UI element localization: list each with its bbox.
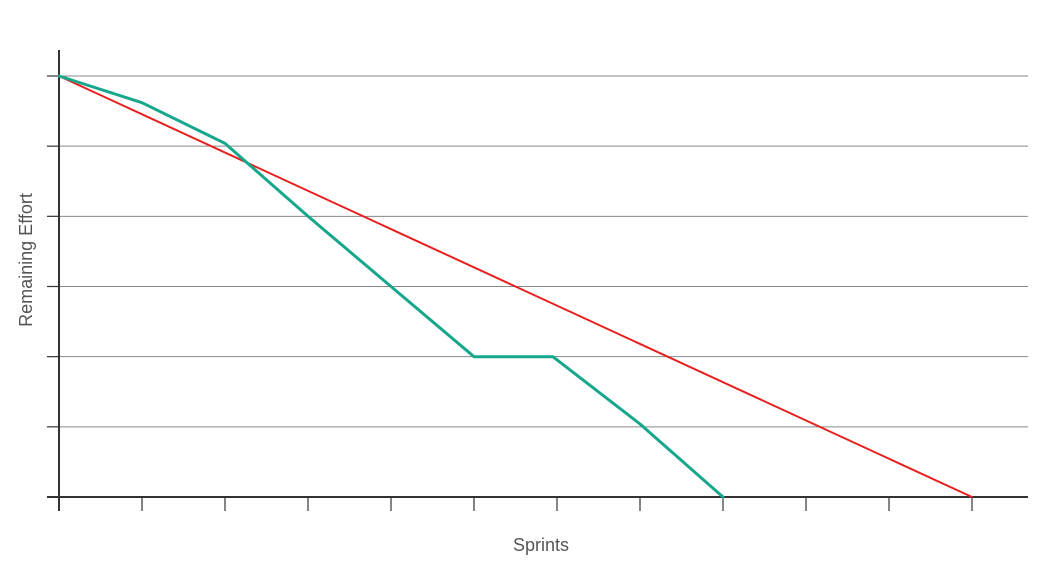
y-axis-title: Remaining Effort [16,193,36,327]
series-lines [57,74,973,499]
series-line-actual [57,74,725,499]
gridlines [59,75,1028,428]
series-line-ideal [58,75,973,498]
axes [47,50,1028,511]
x-axis-title: Sprints [513,535,569,555]
